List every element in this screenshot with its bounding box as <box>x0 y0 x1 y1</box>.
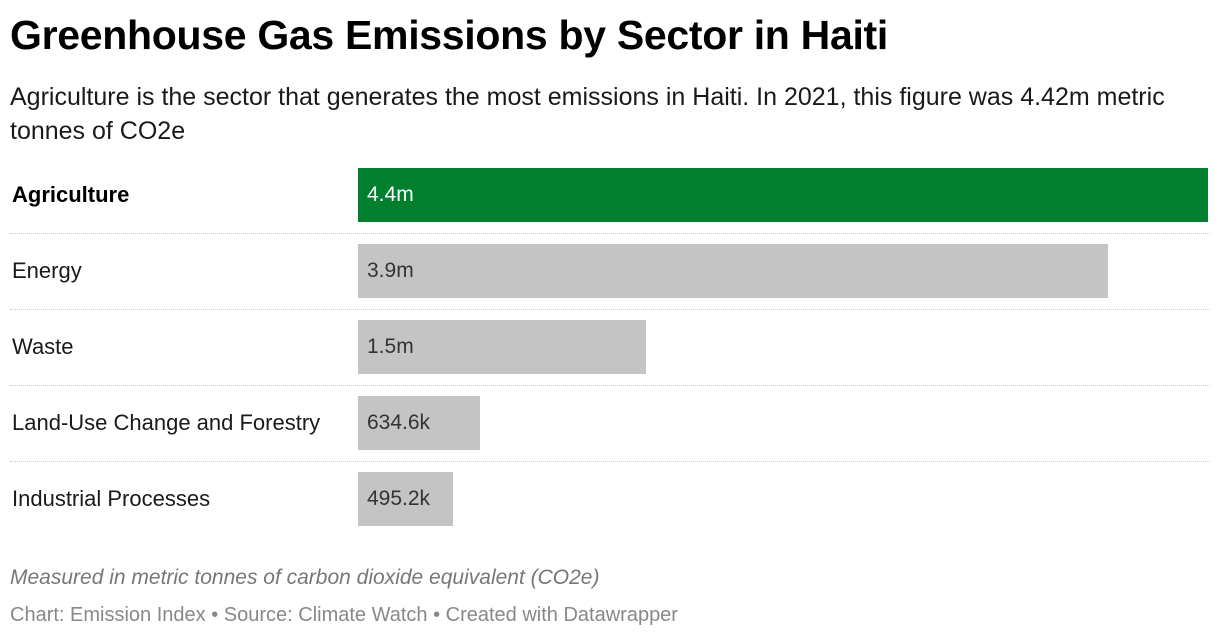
row-divider <box>10 461 1210 462</box>
bar-row: Industrial Processes 495.2k <box>10 472 1210 526</box>
row-divider <box>10 309 1210 310</box>
row-divider <box>10 233 1210 234</box>
row-divider <box>10 385 1210 386</box>
category-label: Waste <box>12 334 74 359</box>
bar-row: Land-Use Change and Forestry 634.6k <box>10 396 1210 450</box>
value-label: 495.2k <box>367 487 431 510</box>
bar <box>358 396 480 450</box>
chart-title: Greenhouse Gas Emissions by Sector in Ha… <box>10 12 888 58</box>
category-label: Agriculture <box>12 182 130 207</box>
category-label: Industrial Processes <box>12 486 211 511</box>
bar-chart: Agriculture 4.4m Energy 3.9m Waste 1.5m Land-U… <box>0 168 1220 538</box>
bar <box>358 320 646 374</box>
value-label: 1.5m <box>367 335 414 358</box>
value-label: 4.4m <box>367 183 414 206</box>
category-label: Land-Use Change and Forestry <box>12 410 321 435</box>
chart-footer: Chart: Emission Index • Source: Climate … <box>10 604 678 626</box>
measurement-note: Measured in metric tonnes of carbon diox… <box>10 566 600 589</box>
bar-row: Waste 1.5m <box>10 320 1210 374</box>
bar-row: Energy 3.9m <box>10 244 1210 298</box>
chart-subtitle: Agriculture is the sector that generates… <box>10 83 1165 145</box>
bar <box>358 472 453 526</box>
category-label: Energy <box>12 258 82 283</box>
bar <box>358 168 1208 222</box>
bar <box>358 244 1108 298</box>
bar-row: Agriculture 4.4m <box>10 168 1210 222</box>
value-label: 634.6k <box>367 411 431 434</box>
value-label: 3.9m <box>367 259 414 282</box>
